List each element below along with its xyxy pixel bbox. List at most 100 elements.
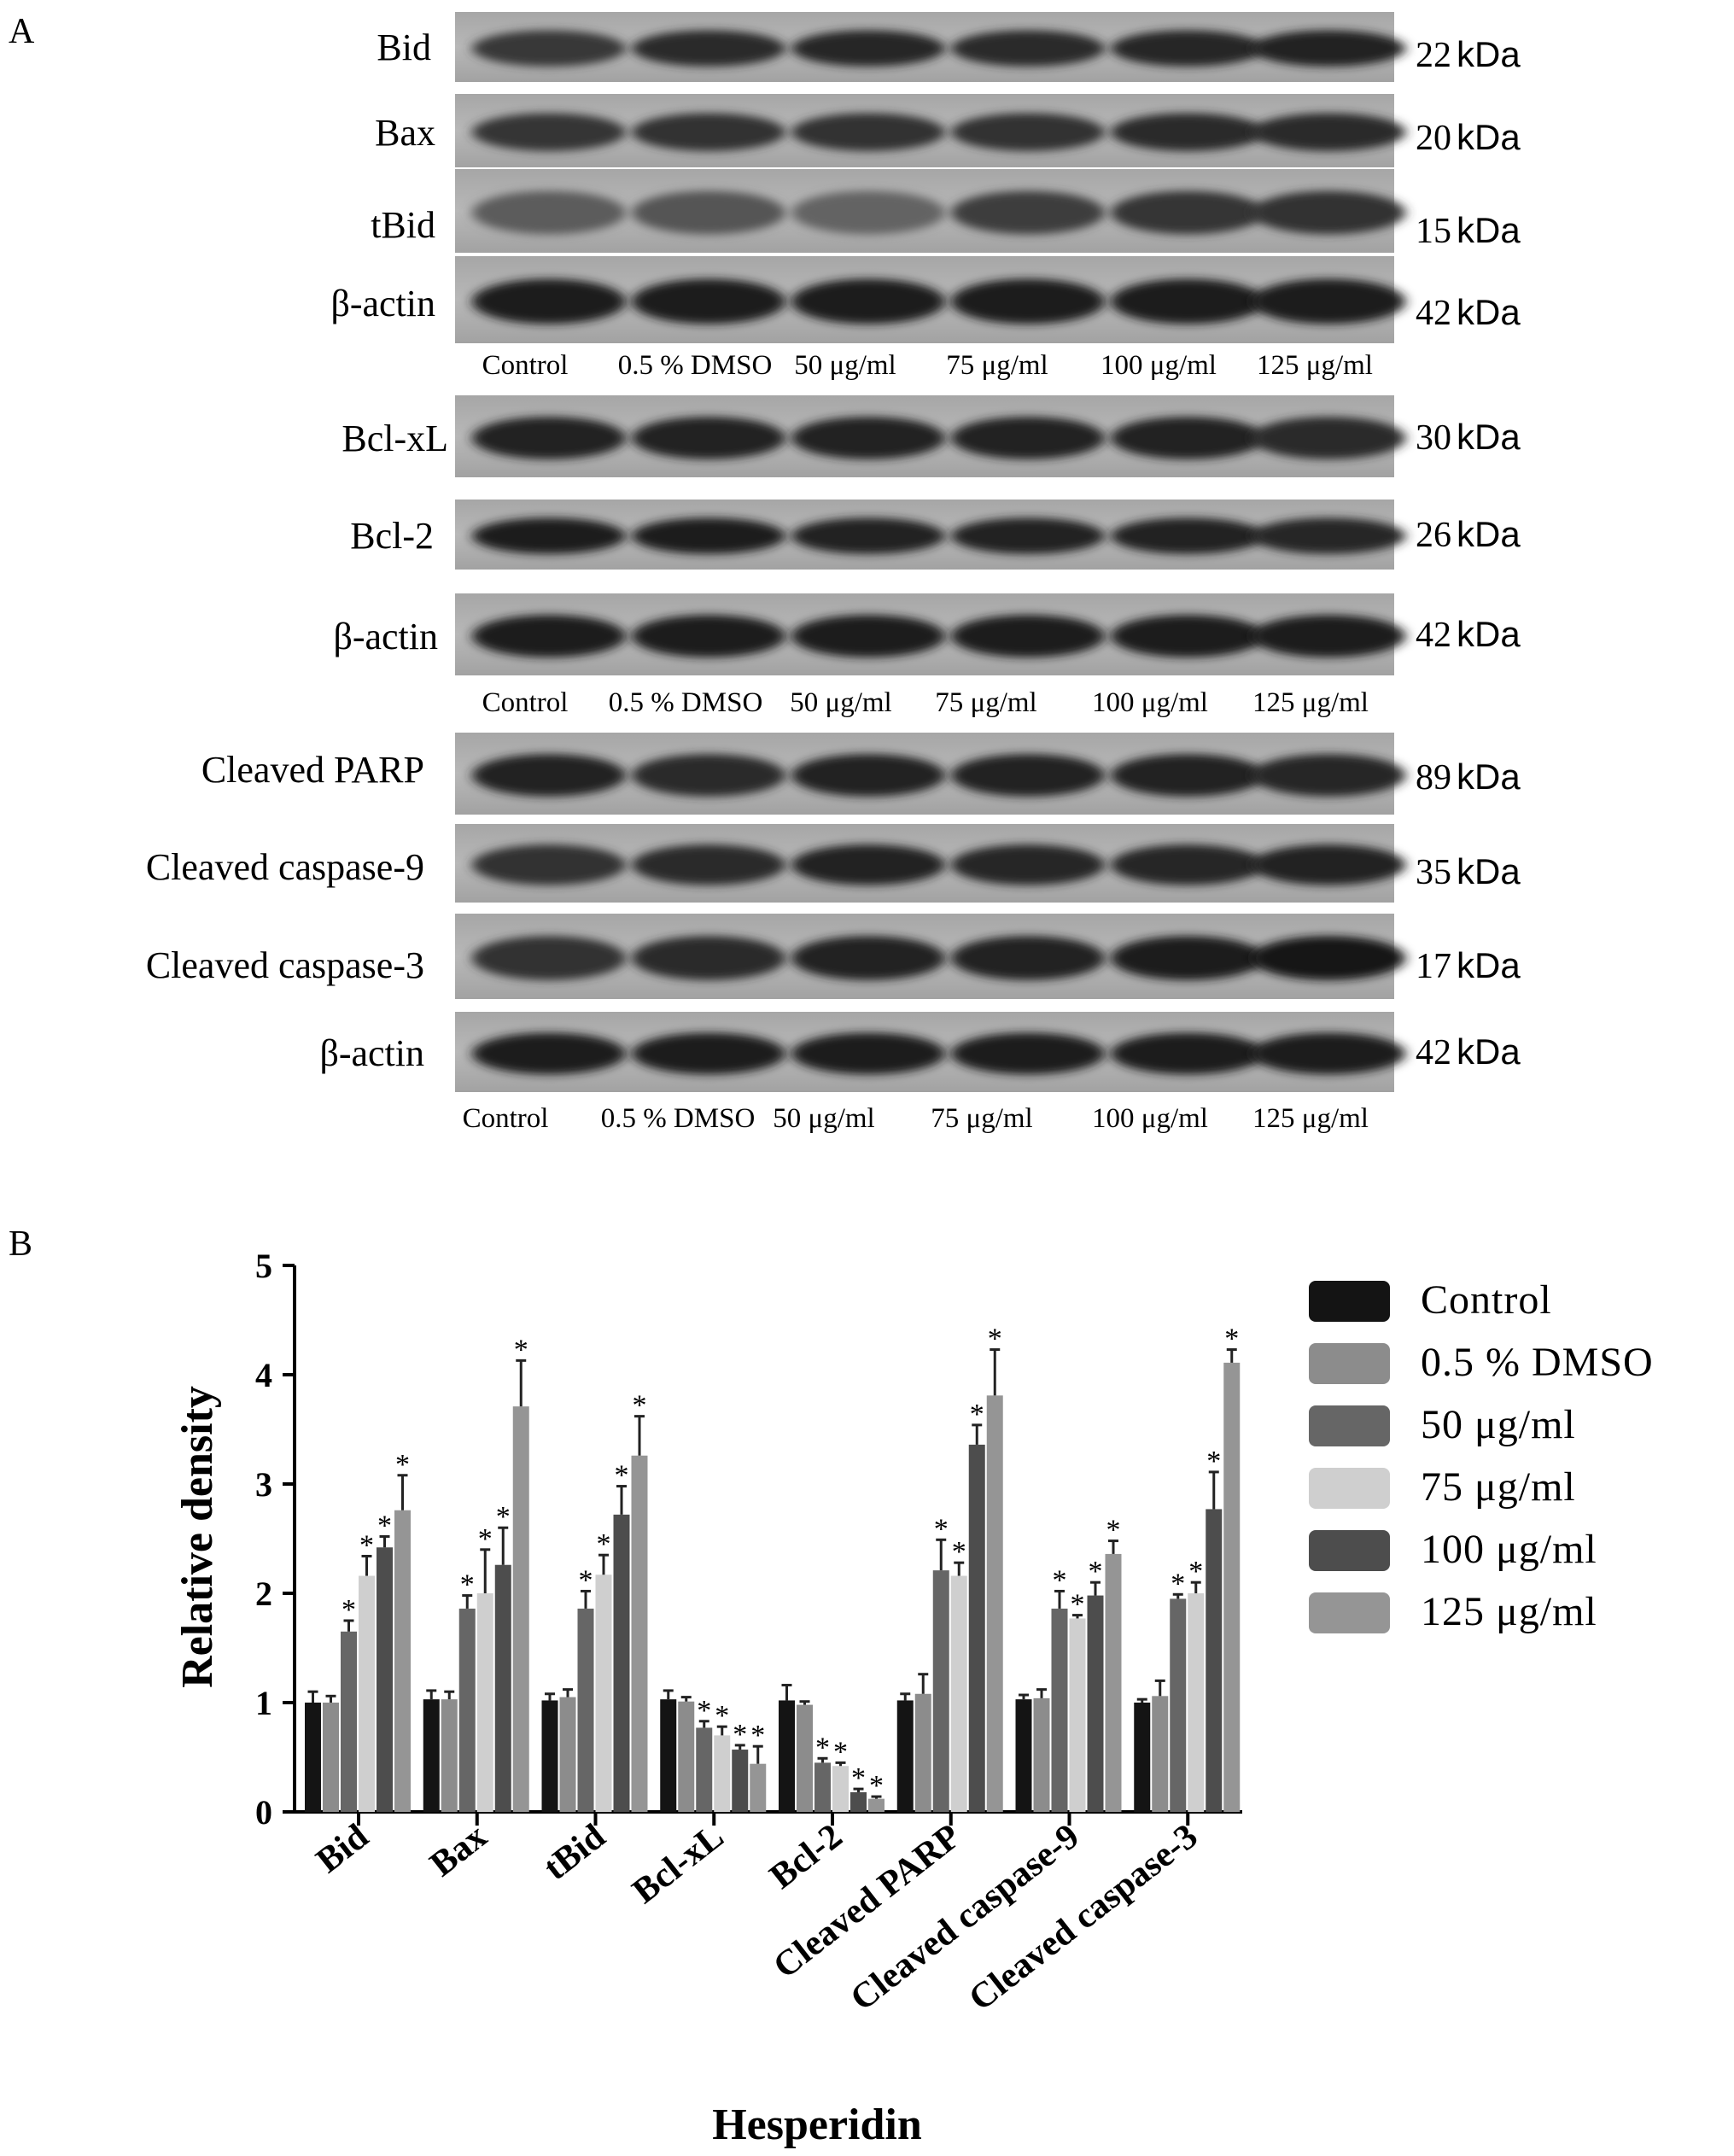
legend-label: Control	[1421, 1277, 1552, 1323]
blot-strip: Bax 20 kDa	[375, 94, 1521, 167]
protein-band	[1110, 190, 1265, 235]
legend-label: 0.5 % DMSO	[1421, 1340, 1654, 1385]
bar	[394, 1510, 411, 1812]
protein-band	[791, 936, 946, 980]
bar	[1105, 1553, 1122, 1812]
molecular-weight-label: 17 kDa	[1416, 945, 1521, 986]
blot-strip: Bcl-xL 30 kDa	[342, 395, 1521, 477]
protein-band	[1110, 936, 1265, 980]
protein-band	[950, 1032, 1106, 1075]
bar	[341, 1631, 357, 1812]
protein-band	[950, 844, 1106, 885]
legend: Control 0.5 % DMSO 50 μg/ml 75 μg/ml 100 μg/…	[1309, 1277, 1654, 1634]
bar	[305, 1703, 321, 1812]
protein-label: Bid	[377, 26, 431, 68]
protein-band	[631, 190, 786, 235]
kda-unit: kDa	[1457, 292, 1521, 332]
bar	[660, 1699, 677, 1812]
significance-asterisk: *	[460, 1569, 475, 1601]
blot-strip: β-actin 42 kDa	[319, 1012, 1521, 1092]
blot-strip: Cleaved PARP 89 kDa	[201, 733, 1521, 815]
lane-label: Control	[482, 687, 569, 718]
protein-band	[791, 278, 946, 324]
kda-value: 35	[1416, 853, 1451, 892]
blot-strip: β-actin 42 kDa	[330, 256, 1521, 343]
protein-band	[950, 416, 1106, 459]
significance-asterisk: *	[1106, 1515, 1121, 1546]
bar	[986, 1395, 1003, 1812]
x-tick-label: Bcl-xL	[625, 1817, 731, 1912]
bar	[968, 1444, 985, 1812]
significance-asterisk: *	[496, 1501, 511, 1533]
protein-band	[791, 614, 946, 657]
protein-band	[950, 753, 1106, 797]
molecular-weight-label: 42 kDa	[1416, 1031, 1521, 1072]
legend-label: 100 μg/ml	[1421, 1527, 1597, 1572]
lane-label: 75 μg/ml	[946, 350, 1048, 381]
x-tick-label: tBid	[537, 1817, 613, 1889]
bar	[1015, 1699, 1032, 1812]
protein-band	[471, 416, 627, 459]
blot-strip: Bcl-2 26 kDa	[350, 500, 1521, 570]
protein-label: β-actin	[330, 283, 435, 324]
lane-label: 125 μg/ml	[1252, 687, 1369, 718]
blot-strip: β-actin 42 kDa	[333, 593, 1521, 675]
legend-swatch	[1309, 1343, 1390, 1384]
bar	[797, 1704, 813, 1812]
protein-band	[791, 844, 946, 885]
significance-asterisk: *	[952, 1536, 966, 1568]
lane-label: 100 μg/ml	[1092, 1103, 1208, 1134]
kda-value: 15	[1416, 212, 1451, 251]
bar	[441, 1699, 458, 1812]
bar	[1033, 1697, 1050, 1812]
protein-band	[1110, 30, 1265, 67]
protein-band	[1251, 936, 1406, 980]
bar	[1170, 1598, 1187, 1812]
kda-unit: kDa	[1457, 945, 1521, 985]
kda-unit: kDa	[1457, 417, 1521, 457]
lane-label: 0.5 % DMSO	[601, 1103, 756, 1134]
protein-band	[791, 416, 946, 459]
y-tick-label: 4	[255, 1356, 272, 1394]
blot-strip: Cleaved caspase-3 17 kDa	[146, 914, 1521, 999]
bar	[814, 1762, 831, 1812]
x-tick-label: Bcl-2	[762, 1817, 849, 1897]
protein-band	[631, 278, 786, 324]
significance-asterisk: *	[1224, 1323, 1239, 1355]
lane-labels: Control 0.5 % DMSO 50 μg/ml 75 μg/ml 100 μg/…	[463, 350, 1373, 1134]
protein-band	[950, 30, 1106, 67]
legend-swatch	[1309, 1405, 1390, 1446]
molecular-weight-label: 89 kDa	[1416, 757, 1521, 798]
kda-unit: kDa	[1457, 514, 1521, 554]
bar	[696, 1727, 713, 1812]
protein-band	[950, 936, 1106, 980]
significance-asterisk: *	[478, 1523, 493, 1555]
bar	[1069, 1618, 1086, 1812]
significance-asterisk: *	[851, 1762, 866, 1794]
panel-b-label: B	[9, 1224, 32, 1264]
kda-value: 42	[1416, 616, 1451, 655]
kda-unit: kDa	[1457, 614, 1521, 654]
kda-value: 42	[1416, 294, 1451, 333]
protein-band	[471, 753, 627, 797]
protein-band	[950, 113, 1106, 152]
significance-asterisk: *	[1188, 1556, 1203, 1587]
bar	[1152, 1696, 1169, 1812]
protein-band	[1251, 614, 1406, 657]
bar	[678, 1701, 695, 1812]
lane-label: 100 μg/ml	[1101, 350, 1217, 381]
protein-label: Cleaved caspase-9	[146, 846, 424, 888]
kda-unit: kDa	[1457, 34, 1521, 74]
bar	[1134, 1703, 1151, 1812]
protein-label: Bcl-2	[350, 515, 434, 557]
bar	[932, 1570, 949, 1812]
protein-band	[1110, 844, 1265, 885]
y-tick-label: 1	[255, 1684, 272, 1722]
protein-band	[1251, 278, 1406, 324]
blot-strip: tBid 15 kDa	[371, 169, 1521, 253]
bar	[914, 1693, 931, 1812]
protein-band	[631, 1032, 786, 1075]
bar	[423, 1699, 440, 1812]
bar	[458, 1608, 476, 1812]
kda-value: 30	[1416, 418, 1451, 458]
